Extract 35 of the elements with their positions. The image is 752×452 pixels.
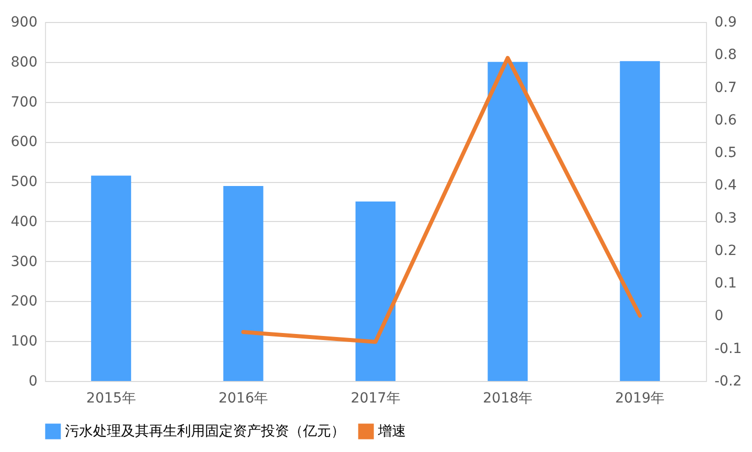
y2-tick-label: 0.9: [714, 14, 737, 30]
legend-label: 污水处理及其再生利用固定资产投资（亿元）: [65, 423, 345, 440]
x-tick-label: 2017年: [350, 390, 400, 406]
x-tick-label: 2019年: [615, 390, 665, 406]
line-series: [241, 56, 642, 344]
y-tick-label: 900: [10, 14, 38, 30]
y2-tick-label: 0.2: [714, 242, 737, 259]
y2-tick-label: -0.2: [714, 374, 742, 390]
y2-tick-label: 0.5: [714, 145, 737, 162]
y2-tick-label: 0.8: [714, 47, 737, 64]
y2-tick-label: 0.6: [714, 112, 737, 128]
y-tick-label: 500: [10, 174, 38, 190]
x-tick-label: 2018年: [482, 390, 533, 406]
y2-tick-label: -0.1: [714, 340, 742, 357]
y-tick-label: 600: [10, 134, 38, 150]
y-tick-label: 0: [28, 374, 38, 390]
y-tick-label: 400: [10, 214, 38, 230]
bar: [356, 202, 396, 381]
bar: [91, 176, 132, 381]
y2-tick-label: 0: [714, 308, 724, 324]
bar: [223, 186, 264, 381]
legend-label: 增速: [377, 423, 406, 440]
x-tick-label: 2015年: [86, 390, 136, 406]
y2-tick-label: 0.4: [714, 178, 737, 194]
x-tick-label: 2016年: [218, 390, 268, 406]
y-tick-label: 700: [10, 94, 38, 110]
bar: [488, 62, 528, 381]
y-tick-label: 200: [10, 294, 38, 310]
y2-tick-label: 0.1: [714, 276, 737, 292]
y2-tick-label: 0.3: [714, 210, 737, 226]
y-tick-label: 300: [10, 254, 38, 270]
y2-tick-label: 0.7: [714, 80, 737, 96]
y-tick-label: 800: [10, 54, 38, 70]
bar: [620, 61, 660, 381]
y-tick-label: 100: [10, 334, 38, 350]
